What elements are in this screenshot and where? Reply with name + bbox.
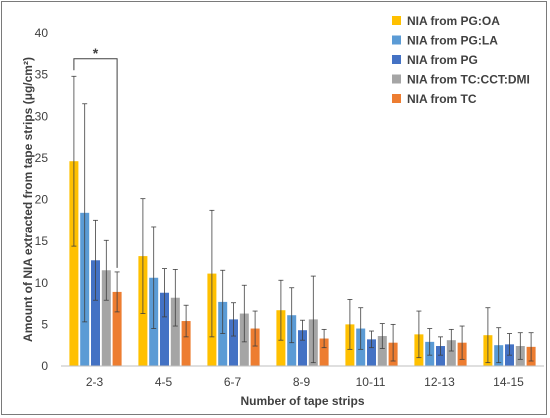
x-axis-title: Number of tape strips [240, 394, 364, 408]
significance-star: * [93, 45, 99, 61]
error-bar [438, 336, 443, 356]
error-bar [448, 328, 454, 352]
error-bar [71, 75, 77, 247]
error-bar [528, 332, 534, 362]
error-bar [114, 271, 120, 313]
bar [91, 260, 100, 366]
error-bar [183, 304, 189, 338]
error-bar [358, 307, 364, 350]
error-bar [220, 269, 226, 334]
legend-item: NIA from PG [392, 53, 478, 67]
y-tick-label: 35 [35, 68, 49, 82]
error-bar [289, 287, 295, 344]
error-bar [140, 198, 146, 314]
error-bar [151, 226, 157, 329]
y-tick-label: 30 [35, 109, 49, 123]
error-bar [231, 302, 236, 337]
bar [170, 297, 180, 366]
y-axis-title: Amount of NIA extracted from tape strips… [21, 57, 35, 342]
x-tick-label: 6-7 [224, 375, 242, 389]
legend-item: NIA from TC [392, 92, 477, 106]
y-tick-label: 10 [35, 276, 49, 290]
error-bar [507, 333, 512, 356]
y-tick-label: 40 [35, 26, 49, 40]
legend-swatch [392, 94, 401, 103]
legend-label: NIA from PG [407, 53, 478, 67]
bar [218, 301, 228, 366]
y-tick-label: 25 [35, 151, 49, 165]
bar [319, 338, 329, 366]
x-tick-label: 14-15 [493, 375, 524, 389]
y-axis-ticks: 0 5 10 15 20 25 30 35 40 [35, 26, 49, 373]
error-bar [310, 275, 316, 364]
bar [298, 330, 307, 366]
error-bar [278, 279, 284, 341]
error-bar [300, 319, 305, 341]
error-bar [369, 330, 374, 349]
legend-label: NIA from TC:CCT:DMI [407, 73, 530, 87]
error-bar [379, 323, 385, 349]
error-bar [93, 219, 98, 301]
legend-label: NIA from TC [407, 92, 477, 106]
error-bar [416, 310, 422, 359]
legend-label: NIA from PG:LA [407, 34, 498, 48]
legend-label: NIA from PG:OA [407, 14, 500, 28]
x-tick-label: 4-5 [155, 375, 173, 389]
bar [446, 340, 456, 366]
error-bar [252, 310, 258, 347]
x-tick-label: 12-13 [424, 375, 455, 389]
x-axis-ticks: 2-3 4-5 6-7 8-9 10-11 12-13 14-15 [86, 375, 524, 389]
bar [69, 161, 79, 366]
bar [436, 346, 445, 366]
legend-swatch [392, 35, 401, 45]
legend-item: NIA from PG:OA [392, 14, 500, 28]
error-bar [485, 307, 491, 364]
legend-swatch [392, 16, 401, 25]
error-bar [459, 325, 465, 360]
error-bars-group [71, 75, 534, 364]
x-tick-label: 10-11 [356, 375, 386, 389]
x-tick-label: 8-9 [293, 375, 311, 389]
y-tick-label: 15 [35, 234, 49, 248]
bar [112, 291, 122, 366]
error-bar [172, 269, 178, 327]
bar [229, 319, 238, 366]
error-bar [390, 323, 396, 362]
legend-swatch [392, 55, 401, 64]
error-bar [209, 209, 215, 338]
bar [160, 292, 169, 366]
x-tick-label: 2-3 [86, 375, 104, 389]
legend-item: NIA from TC:CCT:DMI [392, 73, 530, 87]
legend: NIA from PG:OA NIA from PG:LA NIA from PG N… [392, 14, 530, 106]
significance-bracket: * [73, 45, 118, 268]
error-bar [496, 327, 502, 364]
significance-line [73, 58, 118, 268]
bar [250, 328, 260, 366]
error-bar [427, 328, 433, 356]
error-bar [103, 239, 109, 301]
y-tick-label: 20 [35, 193, 49, 207]
error-bar [347, 298, 353, 350]
error-bar [162, 268, 167, 318]
bar [377, 336, 387, 366]
error-bar [241, 284, 247, 343]
error-bar [82, 103, 88, 323]
y-tick-label: 0 [41, 359, 48, 373]
bar [367, 339, 376, 366]
error-bar [321, 328, 327, 349]
bar [101, 270, 111, 366]
y-tick-label: 5 [41, 317, 48, 331]
error-bar [517, 332, 523, 360]
bar [181, 321, 191, 366]
legend-item: NIA from PG:LA [392, 34, 498, 48]
legend-swatch [392, 74, 401, 84]
